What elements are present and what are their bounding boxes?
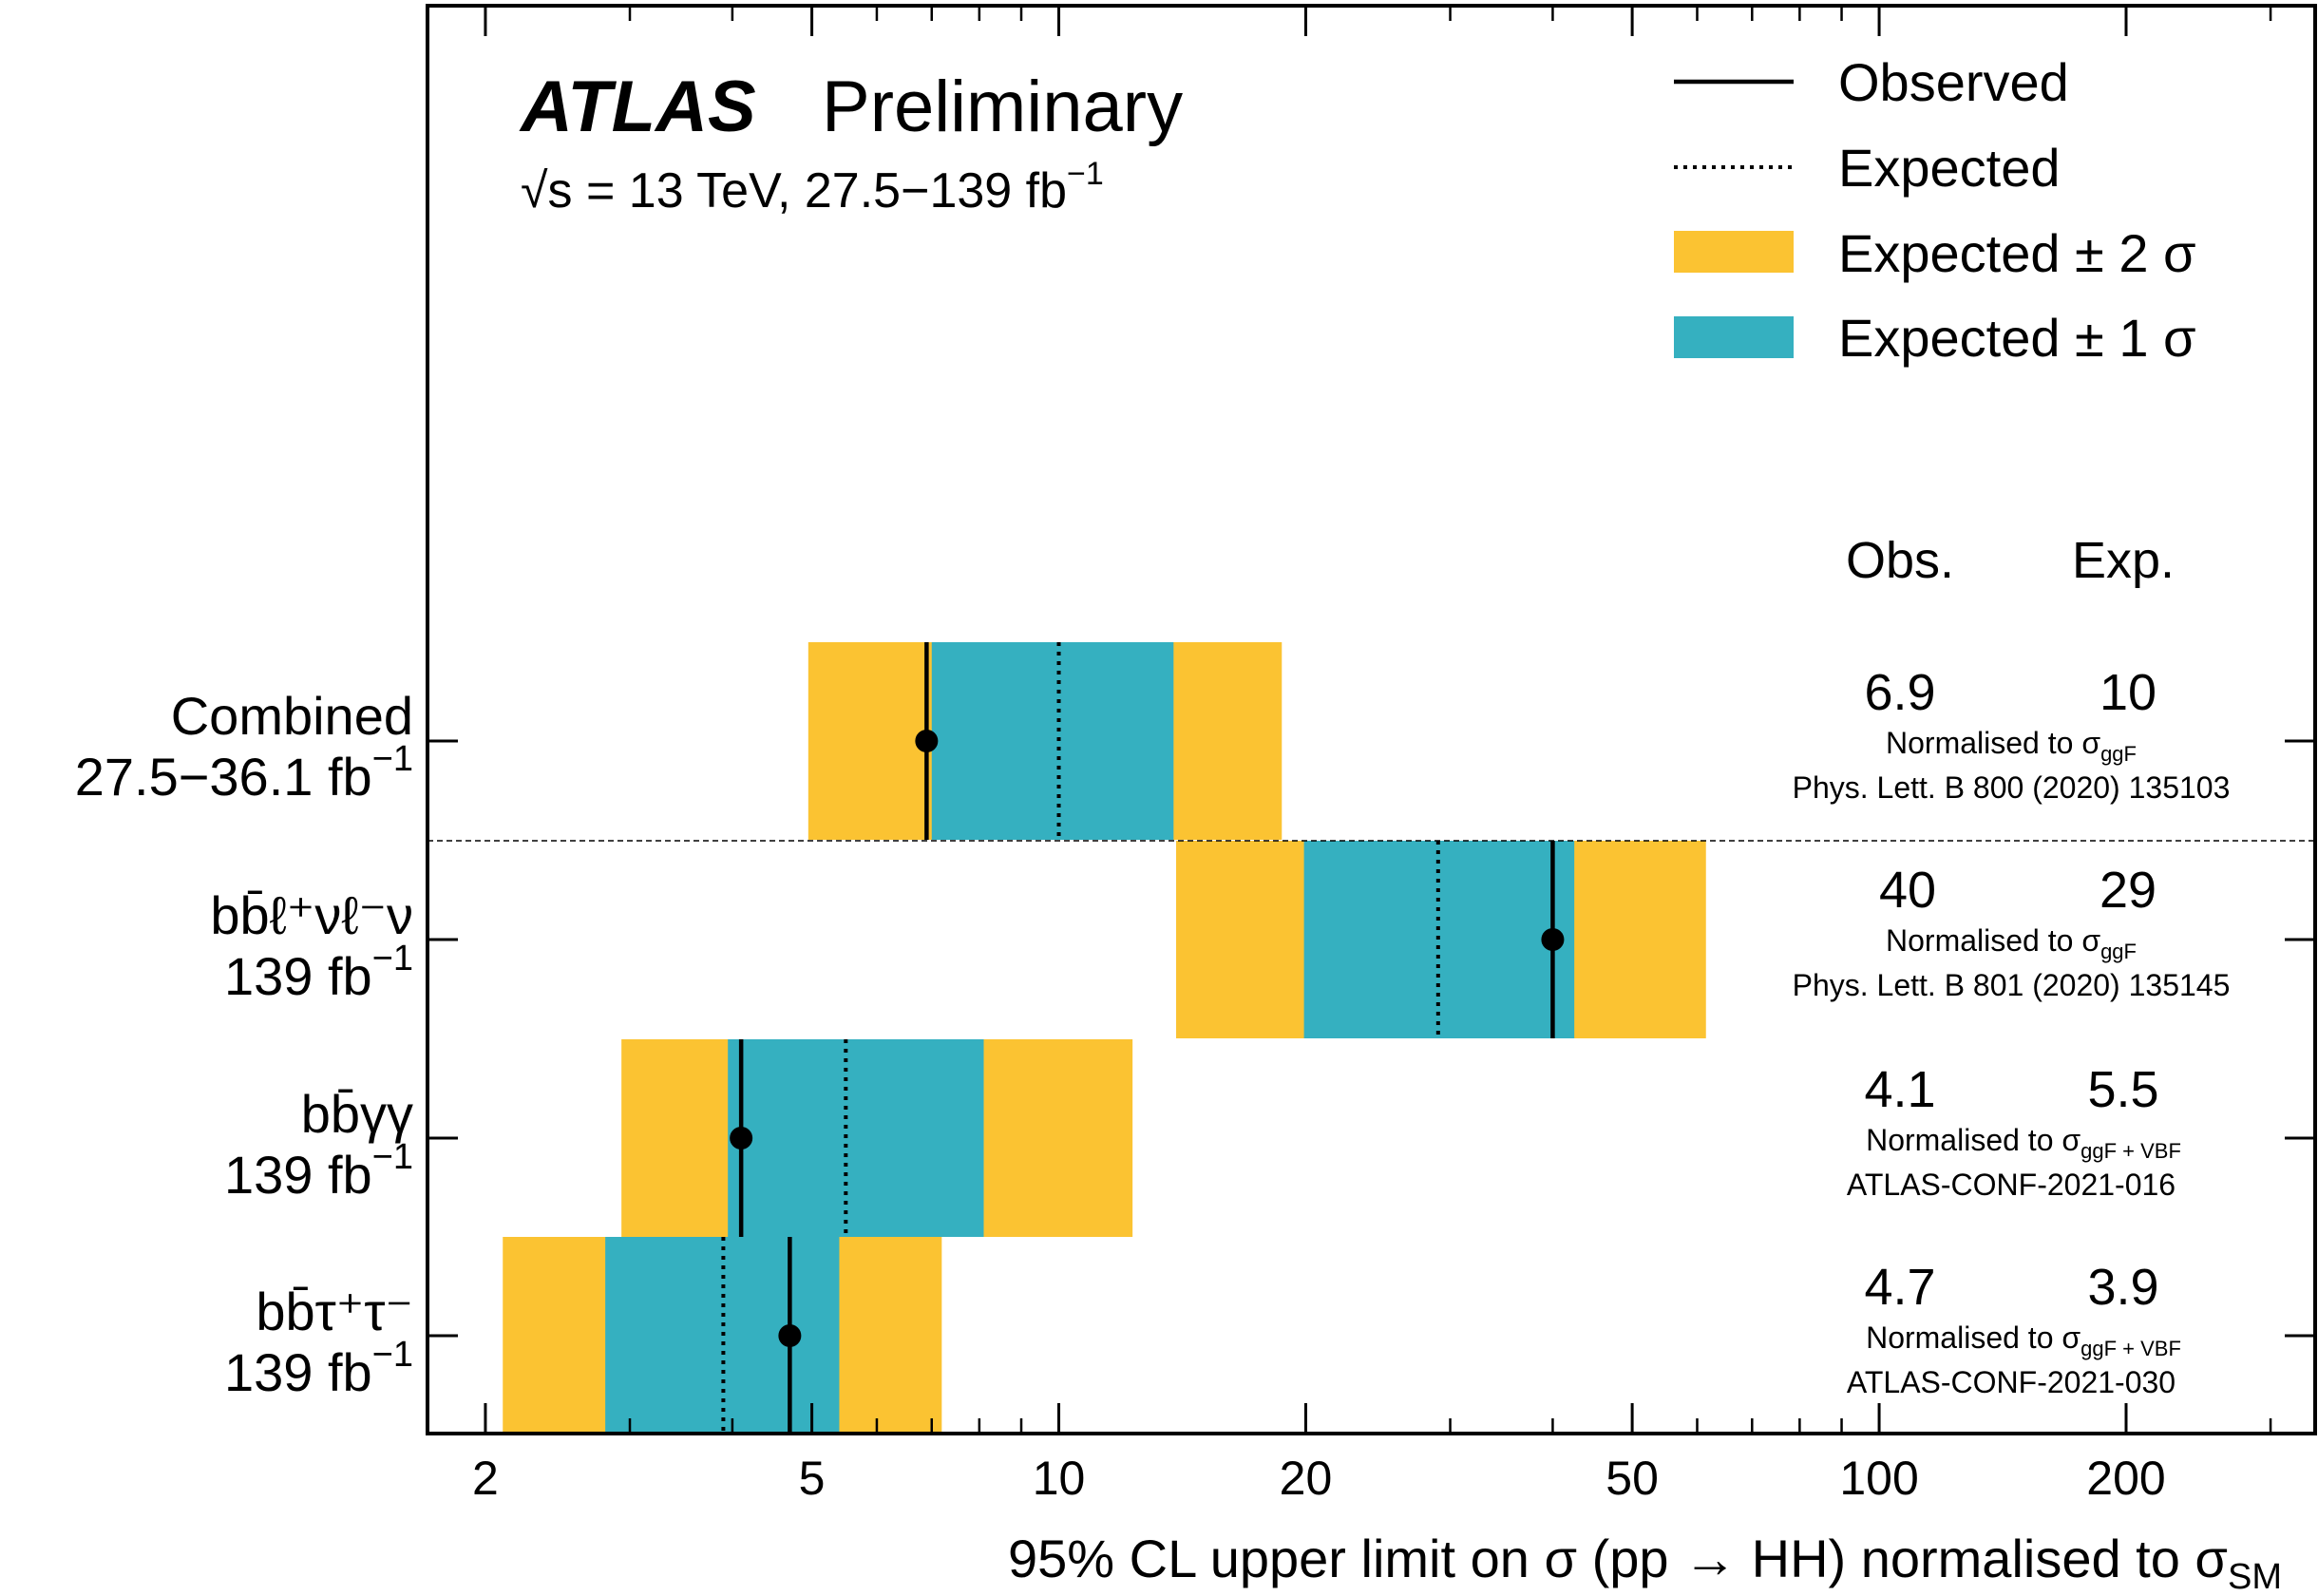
axis-ticks-layer: 2 5 10 20 50 100 200 [428, 6, 2315, 1505]
observed-marker [915, 730, 939, 752]
bands-layer [503, 642, 1706, 1434]
legend-observed-label: Observed [1838, 52, 2069, 112]
channel-row-combined: Combined 27.5−36.1 fb−1 6.9 10 Normalise… [75, 664, 2231, 807]
legend-2sigma-label: Expected ± 2 σ [1838, 223, 2196, 283]
channel-lumi: 139 fb−1 [224, 1335, 413, 1402]
channel-label: bb̄ℓ⁺νℓ⁻ν [210, 885, 413, 945]
normalisation-text: Normalised to σggF + VBF [1866, 1123, 2181, 1163]
normalisation-text: Normalised to σggF + VBF [1866, 1320, 2181, 1360]
exp-value: 29 [2100, 862, 2156, 919]
x-tick-label: 20 [1280, 1452, 1333, 1505]
normalisation-text: Normalised to σggF [1886, 923, 2137, 963]
x-tick-label: 100 [1839, 1452, 1918, 1505]
channel-label: bb̄τ⁺τ⁻ [256, 1282, 413, 1341]
reference-text: Phys. Lett. B 801 (2020) 135145 [1793, 968, 2231, 1002]
legend-2sigma-swatch [1674, 231, 1794, 273]
x-tick-label: 5 [799, 1452, 826, 1505]
band-1sigma [728, 1039, 984, 1237]
x-axis-label: 95% CL upper limit on σ (pp → HH) normal… [1008, 1529, 2282, 1596]
observed-marker [1541, 928, 1565, 951]
energy-lumi-text: √s = 13 TeV, 27.5−139 fb−1 [521, 156, 1104, 218]
exp-value: 5.5 [2087, 1061, 2158, 1118]
exp-column-header: Exp. [2072, 532, 2175, 589]
legend-expected-label: Expected [1838, 138, 2061, 198]
channel-row-bbllvv: bb̄ℓ⁺νℓ⁻ν 139 fb−1 40 29 Normalised to σ… [210, 862, 2230, 1006]
channel-label: bb̄γγ [301, 1084, 413, 1144]
limit-lines-layer [721, 642, 1565, 1434]
x-tick-label: 200 [2086, 1452, 2165, 1505]
experiment-note: Preliminary [822, 66, 1183, 147]
normalisation-text: Normalised to σggF [1886, 726, 2137, 766]
reference-text: ATLAS-CONF-2021-030 [1847, 1365, 2176, 1399]
observed-marker [778, 1324, 802, 1347]
experiment-label: ATLAS [519, 66, 756, 147]
channel-rows: Combined 27.5−36.1 fb−1 6.9 10 Normalise… [75, 664, 2231, 1402]
channel-lumi: 139 fb−1 [224, 1137, 413, 1205]
obs-value: 6.9 [1864, 664, 1935, 721]
channel-lumi: 139 fb−1 [224, 939, 413, 1006]
channel-row-bbyy: bb̄γγ 139 fb−1 4.1 5.5 Normalised to σgg… [224, 1061, 2181, 1205]
legend-1sigma-label: Expected ± 1 σ [1838, 308, 2196, 368]
band-1sigma [931, 642, 1174, 840]
obs-value: 4.7 [1864, 1259, 1935, 1316]
legend-1sigma-swatch [1674, 316, 1794, 358]
channel-row-bbtautau: bb̄τ⁺τ⁻ 139 fb−1 4.7 3.9 Normalised to σ… [224, 1259, 2181, 1402]
reference-text: Phys. Lett. B 800 (2020) 135103 [1793, 770, 2231, 805]
obs-value: 4.1 [1864, 1061, 1935, 1118]
obs-column-header: Obs. [1846, 532, 1954, 589]
exp-value: 10 [2100, 664, 2156, 721]
observed-marker [730, 1127, 753, 1150]
legend: Observed Expected Expected ± 2 σ Expecte… [1674, 52, 2196, 368]
x-tick-label: 2 [472, 1452, 499, 1505]
obs-value: 40 [1879, 862, 1936, 919]
x-tick-label: 50 [1606, 1452, 1659, 1505]
channel-lumi: 27.5−36.1 fb−1 [75, 739, 413, 807]
plot-frame [426, 4, 2317, 1435]
channel-label: Combined [171, 686, 413, 746]
exp-value: 3.9 [2087, 1259, 2158, 1316]
x-tick-label: 10 [1033, 1452, 1086, 1505]
reference-text: ATLAS-CONF-2021-016 [1847, 1168, 2176, 1202]
